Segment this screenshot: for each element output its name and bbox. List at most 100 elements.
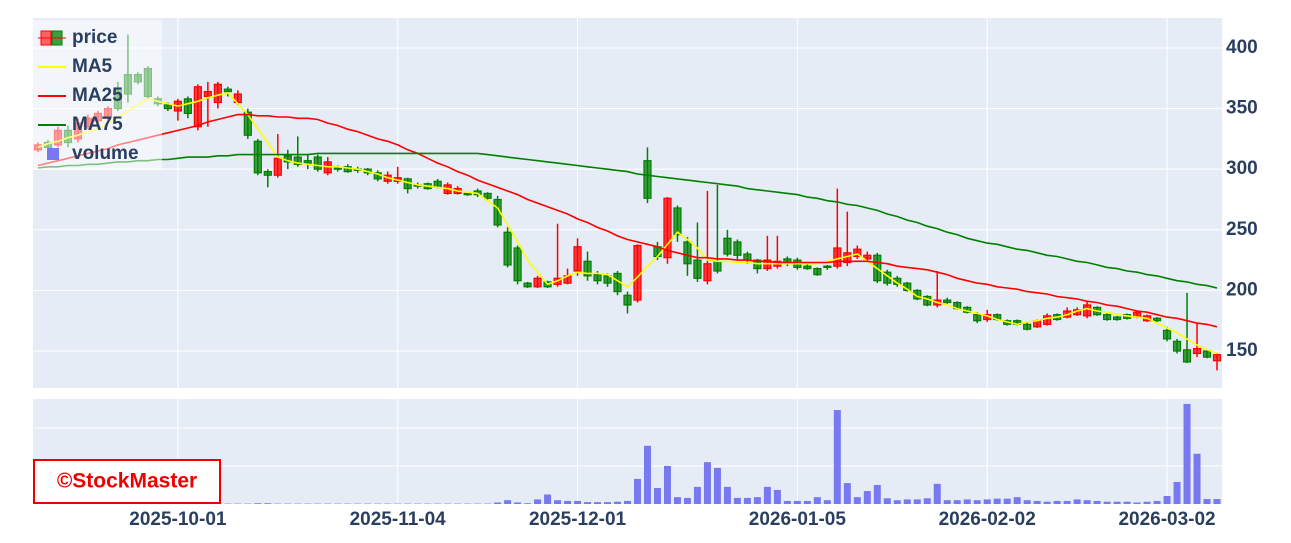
volume-bar (653, 488, 661, 504)
volume-bar (574, 500, 582, 504)
y-tick-label: 200 (1226, 279, 1258, 300)
candle-body (333, 167, 342, 170)
volume-bar (544, 494, 552, 504)
candle-body (803, 265, 812, 270)
volume-bar (983, 499, 991, 504)
volume-bar (923, 498, 931, 504)
candle-body (643, 160, 652, 199)
volume-bar (624, 500, 631, 504)
candle-body (493, 198, 502, 226)
volume-bar (683, 497, 691, 504)
candle-body (693, 259, 702, 279)
candle-body (293, 156, 302, 165)
x-tick-label: 2025-12-01 (529, 509, 627, 530)
candle-body (573, 246, 582, 272)
volume-bar (534, 499, 542, 504)
grid (33, 18, 1222, 504)
volume-bar (723, 486, 731, 504)
volume-bar (833, 410, 841, 504)
volume-bar (793, 500, 801, 504)
candle-body (663, 197, 672, 259)
candle-body (743, 253, 752, 261)
legend-label: price (72, 27, 117, 48)
volume-bar (1023, 500, 1031, 504)
volume-bar (803, 500, 811, 504)
candle-body (623, 294, 632, 306)
candle-body (533, 277, 542, 288)
volume-bar (903, 499, 911, 504)
legend-label: MA5 (72, 56, 113, 77)
x-tick-label: 2026-01-05 (749, 509, 847, 530)
watermark-text: ©StockMaster (57, 470, 197, 493)
candle-body (1043, 315, 1052, 325)
candle-body (1023, 323, 1032, 330)
volume-bar (1073, 499, 1081, 504)
candle-body (263, 171, 272, 176)
volume-bar (1143, 501, 1151, 504)
volume-bar (1003, 498, 1011, 504)
candle-body (1212, 354, 1222, 362)
volume-bar (1203, 499, 1211, 504)
volume-bar (913, 499, 921, 504)
volume-bar (1093, 500, 1101, 504)
candle-body (273, 157, 282, 176)
volume-bar (1163, 496, 1171, 504)
legend-label: MA75 (72, 114, 123, 135)
volume-bar (963, 499, 971, 504)
volume-bar (1183, 403, 1191, 504)
volume-bar (993, 498, 1001, 504)
volume-bars (34, 403, 1221, 504)
candle-body (253, 140, 262, 174)
volume-bar (1013, 497, 1021, 504)
price-plot-area (33, 18, 1222, 388)
candle-body (1083, 304, 1092, 317)
ma-line (37, 152, 1218, 289)
volume-bar (1153, 500, 1161, 504)
volume-bar (973, 500, 981, 504)
watermark: ©StockMaster (33, 459, 221, 504)
x-tick-label: 2025-10-01 (129, 509, 227, 530)
legend: price MA5 MA25 MA75 volume (33, 20, 162, 170)
candle-body (973, 314, 982, 322)
volume-bar (643, 445, 651, 504)
volume-bar (254, 503, 262, 504)
candle-body (813, 267, 822, 276)
candle-body (853, 248, 862, 258)
candle-body (583, 260, 592, 277)
candle-body (213, 83, 222, 104)
volume-bar (494, 502, 502, 504)
candle-body (513, 247, 522, 282)
volume-bar (1033, 500, 1041, 504)
volume-bar (713, 467, 721, 504)
y-tick-label: 350 (1226, 98, 1258, 119)
volume-bar (663, 465, 671, 504)
candle-body (233, 93, 242, 104)
candle-body (183, 98, 192, 115)
volume-bar (893, 500, 901, 504)
candle-body (1192, 347, 1202, 355)
candle-body (163, 104, 172, 110)
volume-bar (524, 503, 532, 504)
volume-bar (604, 502, 612, 504)
volume-bar (1133, 502, 1141, 504)
candle-body (713, 260, 722, 272)
volume-bar (753, 497, 761, 504)
volume-bar (843, 483, 851, 504)
candle-body (243, 111, 252, 136)
candle-body (823, 265, 832, 268)
volume-bar (943, 500, 951, 504)
candle-body (703, 263, 712, 282)
volume-bar (813, 497, 821, 504)
volume-bar (1053, 500, 1061, 504)
moving-averages (37, 91, 1218, 355)
candle-body (673, 207, 682, 236)
ma-line (37, 91, 1218, 355)
candle-body (223, 88, 232, 93)
candle-body (523, 282, 532, 288)
y-tick-label: 250 (1226, 219, 1258, 240)
volume-bar (514, 502, 522, 504)
x-tick-label: 2026-02-02 (939, 509, 1036, 530)
candle-body (1112, 316, 1122, 321)
ma-line (37, 113, 1218, 328)
volume-bar (883, 498, 891, 504)
